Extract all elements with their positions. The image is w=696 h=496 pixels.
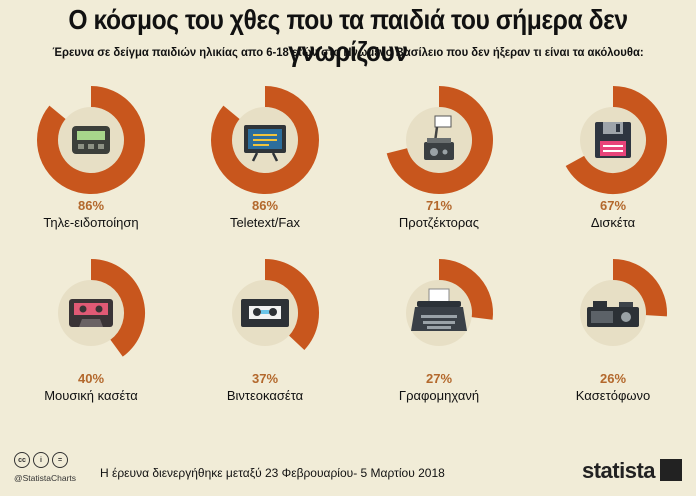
category-label: Τηλε-ειδοποίηση	[43, 215, 139, 230]
category-label: Teletext/Fax	[229, 215, 301, 230]
pager-icon	[72, 126, 110, 154]
percent-label: 86%	[77, 198, 105, 213]
license-icons: cc i =	[14, 452, 68, 468]
donut-item: 67% Δισκέτα	[526, 85, 696, 255]
percent-label: 71%	[425, 198, 453, 213]
donut-item: 86% Teletext/Fax	[178, 85, 352, 255]
percent-label: 86%	[251, 198, 279, 213]
category-label: Βιντεοκασέτα	[226, 388, 304, 403]
percent-label: 40%	[77, 371, 105, 386]
donut-arc	[211, 86, 319, 194]
donut-arc	[612, 259, 667, 317]
percent-label: 37%	[251, 371, 279, 386]
floppy-disk-icon	[595, 122, 631, 158]
category-label: Κασετόφωνο	[575, 388, 651, 403]
donut-arc	[90, 259, 145, 357]
donut-arc	[386, 86, 493, 194]
donut-arc	[565, 86, 667, 194]
category-label: Μουσική κασέτα	[44, 388, 138, 403]
donut-arc	[37, 86, 145, 194]
donut-item: 37% Βιντεοκασέτα	[178, 258, 352, 428]
donut-ring	[58, 259, 145, 357]
chart-title: Ο κόσμος του χθες που τα παιδιά του σήμε…	[68, 4, 628, 67]
projector-icon	[424, 115, 454, 160]
donut-ring	[565, 86, 667, 194]
category-label: Δισκέτα	[590, 215, 636, 230]
no-derivatives-icon: =	[52, 452, 68, 468]
percent-label: 26%	[599, 371, 627, 386]
category-label: Προτζέκτορας	[398, 215, 480, 230]
donut-item: 26% Κασετόφωνο	[526, 258, 696, 428]
cassette-player-icon	[587, 301, 639, 327]
chart-subtitle: Έρευνα σε δείγμα παιδιών ηλικίας απο 6-1…	[52, 45, 644, 59]
donut-item: 71% Προτζέκτορας	[352, 85, 526, 255]
twitter-handle: @StatistaCharts	[14, 473, 77, 483]
donut-item: 27% Γραφομηχανή	[352, 258, 526, 428]
tv-icon	[244, 125, 286, 162]
statista-logo: statista	[582, 458, 656, 483]
music-cassette-icon	[69, 299, 113, 327]
donut-ring	[386, 86, 493, 194]
donut-item: 86% Τηλε-ειδοποίηση	[4, 85, 178, 255]
typewriter-icon	[411, 288, 467, 331]
donut-ring	[37, 86, 145, 194]
statista-logo-mark	[660, 459, 682, 481]
donut-ring	[232, 259, 319, 350]
videotape-icon	[241, 299, 289, 327]
creative-commons-icon: cc	[14, 452, 30, 468]
donut-ring	[211, 86, 319, 194]
donut-arc	[264, 259, 319, 350]
donut-item: 40% Μουσική κασέτα	[4, 258, 178, 428]
percent-label: 67%	[599, 198, 627, 213]
donut-ring	[406, 259, 493, 346]
survey-note: Η έρευνα διενεργήθηκε μεταξύ 23 Φεβρουαρ…	[100, 466, 445, 480]
donut-ring	[580, 259, 667, 346]
category-label: Γραφομηχανή	[398, 388, 480, 403]
attribution-icon: i	[33, 452, 49, 468]
donut-arc	[438, 259, 493, 320]
percent-label: 27%	[425, 371, 453, 386]
